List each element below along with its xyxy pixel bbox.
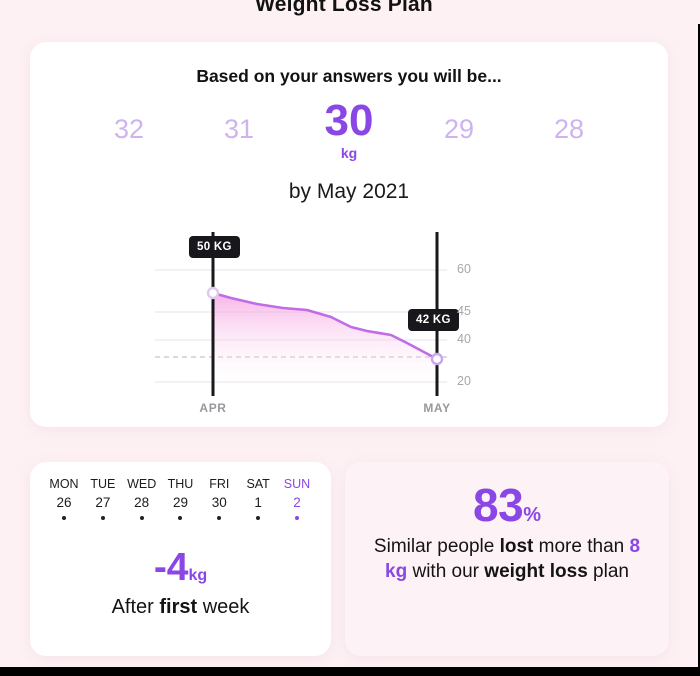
- weekday-row: MON TUE WED THU FRI SAT SUN: [30, 477, 331, 491]
- date-label: 26: [56, 495, 72, 510]
- caption-prefix: After: [111, 596, 160, 618]
- day-dot: [240, 516, 276, 534]
- weekday-label: TUE: [90, 477, 116, 491]
- screen-right-edge: [698, 24, 700, 676]
- prediction-heading: Based on your answers you will be...: [196, 66, 502, 86]
- weekday-label: THU: [167, 477, 194, 491]
- end-weight-badge: 42 KG: [408, 309, 459, 331]
- weekday-label: FRI: [209, 477, 230, 491]
- percent-stat: 83%: [345, 478, 669, 532]
- trend-line: [211, 291, 439, 361]
- date-label: 28: [134, 495, 150, 510]
- day-dot: [162, 516, 198, 534]
- y-axis-tick: 20: [457, 374, 471, 388]
- day-dot: [85, 516, 121, 534]
- date-label: 1: [254, 495, 262, 510]
- date-label: 30: [211, 495, 227, 510]
- end-point-dot: [430, 352, 444, 366]
- date-label: 29: [172, 495, 188, 510]
- weight-trend-chart: 50 KG 42 KG 60 45 40 20 APR MAY: [145, 224, 545, 424]
- stat-text-part: with our: [407, 561, 485, 583]
- weight-option-selected[interactable]: 30 kg: [294, 96, 404, 162]
- caption-bold: first: [159, 596, 198, 618]
- stat-text-part: more than: [533, 536, 630, 557]
- day-dot: [279, 516, 315, 534]
- day-dot: [46, 516, 82, 534]
- x-axis-label-apr: APR: [199, 401, 227, 415]
- day-dot: [201, 516, 237, 534]
- stat-text-part: 8 kg: [385, 536, 641, 583]
- loss-amount: -4: [153, 546, 189, 589]
- weekday-label: SUN: [283, 477, 311, 491]
- weekday-label: MON: [49, 477, 79, 491]
- percent-sign: %: [523, 504, 541, 526]
- date-label: 27: [95, 495, 111, 510]
- y-axis-tick: 60: [457, 262, 471, 276]
- stat-text-part: lost: [499, 536, 534, 557]
- percent-value: 83: [473, 479, 524, 531]
- stat-text-part: Similar people: [373, 536, 500, 557]
- weight-option[interactable]: 28: [553, 114, 585, 144]
- start-weight-badge: 50 KG: [189, 236, 240, 258]
- stat-description: Similar people lost more than 8 kg with …: [369, 534, 645, 584]
- y-axis-tick: 45: [457, 304, 471, 318]
- week-caption: After first week: [30, 596, 331, 619]
- selected-weight-unit: kg: [340, 145, 358, 162]
- date-row: 26 27 28 29 30 1 2: [30, 495, 331, 510]
- stat-text-part: plan: [587, 561, 629, 583]
- similar-people-card: 83% Similar people lost more than 8 kg w…: [345, 462, 669, 656]
- weight-option[interactable]: 29: [443, 114, 475, 144]
- prediction-card: Based on your answers you will be... 32 …: [30, 42, 668, 427]
- page-title: Weight Loss Plan: [255, 0, 433, 16]
- weight-option[interactable]: 32: [113, 114, 145, 144]
- first-week-card: MON TUE WED THU FRI SAT SUN 26 27 28 29 …: [30, 462, 331, 656]
- area-fill: [213, 293, 437, 390]
- y-axis-tick: 40: [457, 332, 471, 346]
- weight-picker: 32 31 30 kg 29 28: [30, 96, 668, 162]
- screen-bottom-edge: [0, 667, 700, 676]
- week-loss-value: -4kg: [30, 546, 331, 590]
- weight-option[interactable]: 31: [223, 114, 255, 144]
- weekday-label: SAT: [246, 477, 270, 491]
- weekday-label: WED: [127, 477, 157, 491]
- target-date-text: by May 2021: [288, 180, 410, 203]
- date-label: 2: [293, 495, 301, 510]
- x-axis-label-may: MAY: [423, 401, 451, 415]
- stat-text-part: weight loss: [484, 561, 588, 583]
- start-point-dot: [206, 286, 220, 300]
- day-dot: [124, 516, 160, 534]
- selected-weight-value: 30: [324, 96, 374, 145]
- day-dot-row: [30, 516, 331, 534]
- caption-suffix: week: [197, 596, 250, 618]
- loss-unit: kg: [188, 567, 208, 584]
- weight-trend-svg: [155, 232, 447, 396]
